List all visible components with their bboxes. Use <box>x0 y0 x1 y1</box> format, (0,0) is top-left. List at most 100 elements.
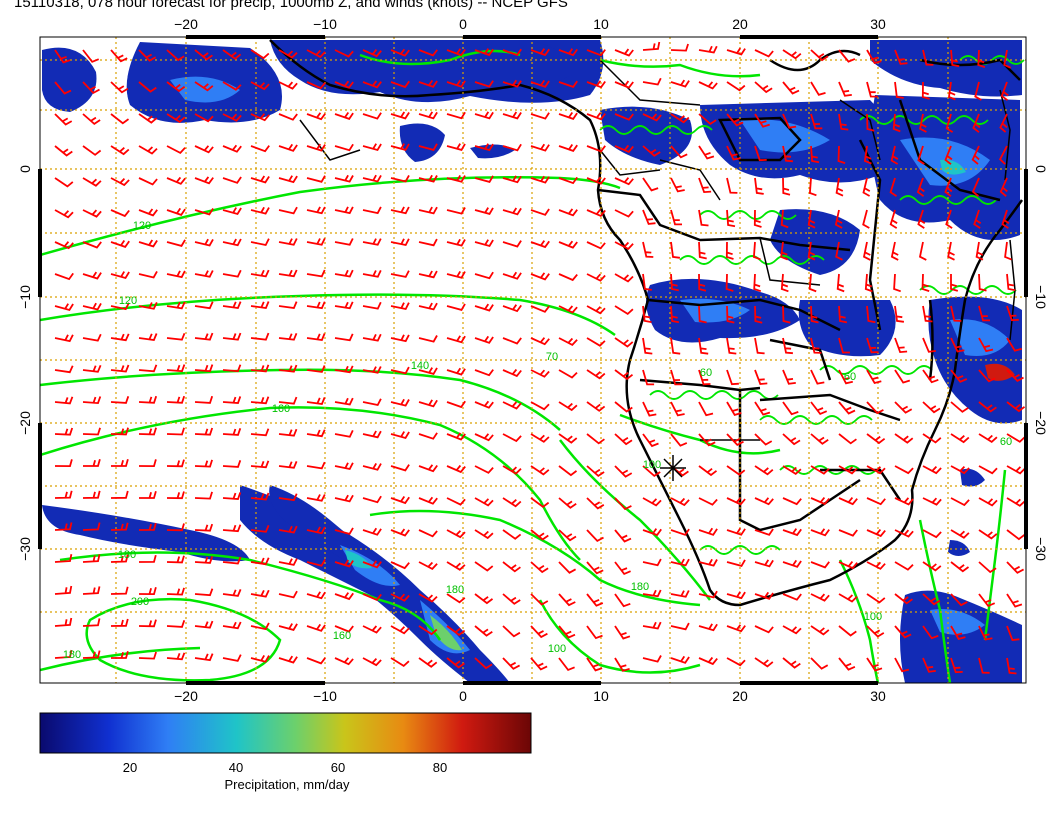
wind-barb <box>978 561 997 574</box>
wind-barb <box>250 332 270 341</box>
lon-label: 0 <box>459 16 467 32</box>
wind-barb <box>474 400 494 409</box>
wind-barb <box>138 239 158 248</box>
lon-label: 0 <box>459 688 467 704</box>
wind-barb <box>222 113 242 122</box>
wind-barb <box>893 273 901 293</box>
wind-barb <box>838 337 850 354</box>
wind-barb <box>586 433 605 445</box>
wind-barb <box>138 81 157 93</box>
wind-barb <box>586 657 603 672</box>
wind-barb <box>558 625 576 639</box>
wind-barb <box>922 625 939 640</box>
wind-barb <box>474 335 494 344</box>
colorbar-label: Precipitation, mm/day <box>225 777 350 792</box>
wind-barb <box>250 396 270 405</box>
wind-barb <box>474 433 494 442</box>
wind-barb <box>110 554 129 563</box>
wind-barb <box>166 145 186 155</box>
wind-barb <box>222 81 242 91</box>
wind-barb <box>362 112 382 120</box>
wind-barb <box>390 270 410 278</box>
wind-barb <box>110 177 130 187</box>
wind-barb <box>642 41 661 51</box>
wind-barb <box>334 397 354 406</box>
wind-barb <box>950 561 970 573</box>
wind-barb <box>838 529 858 537</box>
wind-barb <box>698 337 709 355</box>
wind-barb <box>670 528 690 536</box>
wind-barb <box>558 593 576 607</box>
wind-barb <box>894 497 914 506</box>
wind-barb <box>362 366 382 374</box>
wind-barb <box>922 465 942 475</box>
wind-barb <box>950 497 970 507</box>
lat-label: −30 <box>17 537 33 561</box>
wind-barb <box>754 497 774 506</box>
wind-barb <box>726 305 735 324</box>
wind-barb <box>390 334 410 343</box>
wind-barb <box>390 80 410 89</box>
wind-barb <box>278 332 298 341</box>
wind-barb <box>530 369 550 378</box>
wind-barb <box>222 396 242 404</box>
wind-barb <box>278 655 298 664</box>
wind-barb <box>586 112 606 121</box>
wind-barb <box>502 593 521 605</box>
wind-barb <box>866 305 876 324</box>
wind-barb <box>670 497 690 507</box>
wind-barb <box>502 337 522 345</box>
wind-barb <box>753 273 762 293</box>
wind-barb <box>138 395 158 404</box>
wind-barbs <box>54 41 1026 675</box>
wind-barb <box>250 364 270 373</box>
wind-barb <box>82 145 102 156</box>
wind-barb <box>642 337 653 355</box>
wind-barb <box>950 49 960 68</box>
wind-barb <box>862 177 871 197</box>
wind-barb <box>558 529 577 542</box>
wind-barb <box>614 593 631 608</box>
wind-barb <box>110 618 129 627</box>
wind-barb <box>530 208 550 216</box>
wind-barb <box>138 208 158 217</box>
wind-barb <box>614 497 632 511</box>
wind-barb <box>894 81 904 99</box>
wind-barb <box>418 49 438 57</box>
wind-barb <box>306 623 326 632</box>
wind-barb <box>586 80 606 89</box>
graticule <box>40 37 1026 683</box>
wind-barb <box>810 145 820 164</box>
wind-barb <box>194 523 214 532</box>
wind-barb <box>222 460 242 468</box>
wind-barb <box>998 145 1008 165</box>
wind-barb <box>1006 273 1016 292</box>
wind-barb <box>614 369 634 381</box>
wind-barb <box>670 622 690 631</box>
wind-barb <box>306 238 326 246</box>
wind-barb <box>502 465 522 475</box>
wind-barb <box>446 625 466 637</box>
wind-barb <box>166 332 186 341</box>
wind-barb <box>390 111 410 120</box>
wind-barb <box>754 433 773 446</box>
lon-labels-top: −20 −10 0 10 20 30 <box>174 16 886 32</box>
wind-barb <box>54 49 71 64</box>
wind-barb <box>306 461 326 470</box>
wind-barb <box>586 561 604 575</box>
wind-barb <box>278 623 298 631</box>
wind-barb <box>725 273 734 292</box>
wind-barb <box>334 333 354 342</box>
wind-barb <box>978 433 998 444</box>
lat-labels-right: 0 −10 −20 −30 <box>1033 165 1049 561</box>
contour-label: 60 <box>700 367 712 379</box>
wind-barb <box>1006 465 1026 475</box>
wind-barb <box>1006 625 1020 641</box>
wind-barb <box>558 273 578 282</box>
wind-barb <box>250 49 270 60</box>
wind-barb <box>82 302 102 311</box>
wind-barb <box>390 464 410 472</box>
wind-barb <box>889 177 897 197</box>
wind-barb <box>642 145 661 157</box>
wind-barb <box>166 395 186 404</box>
